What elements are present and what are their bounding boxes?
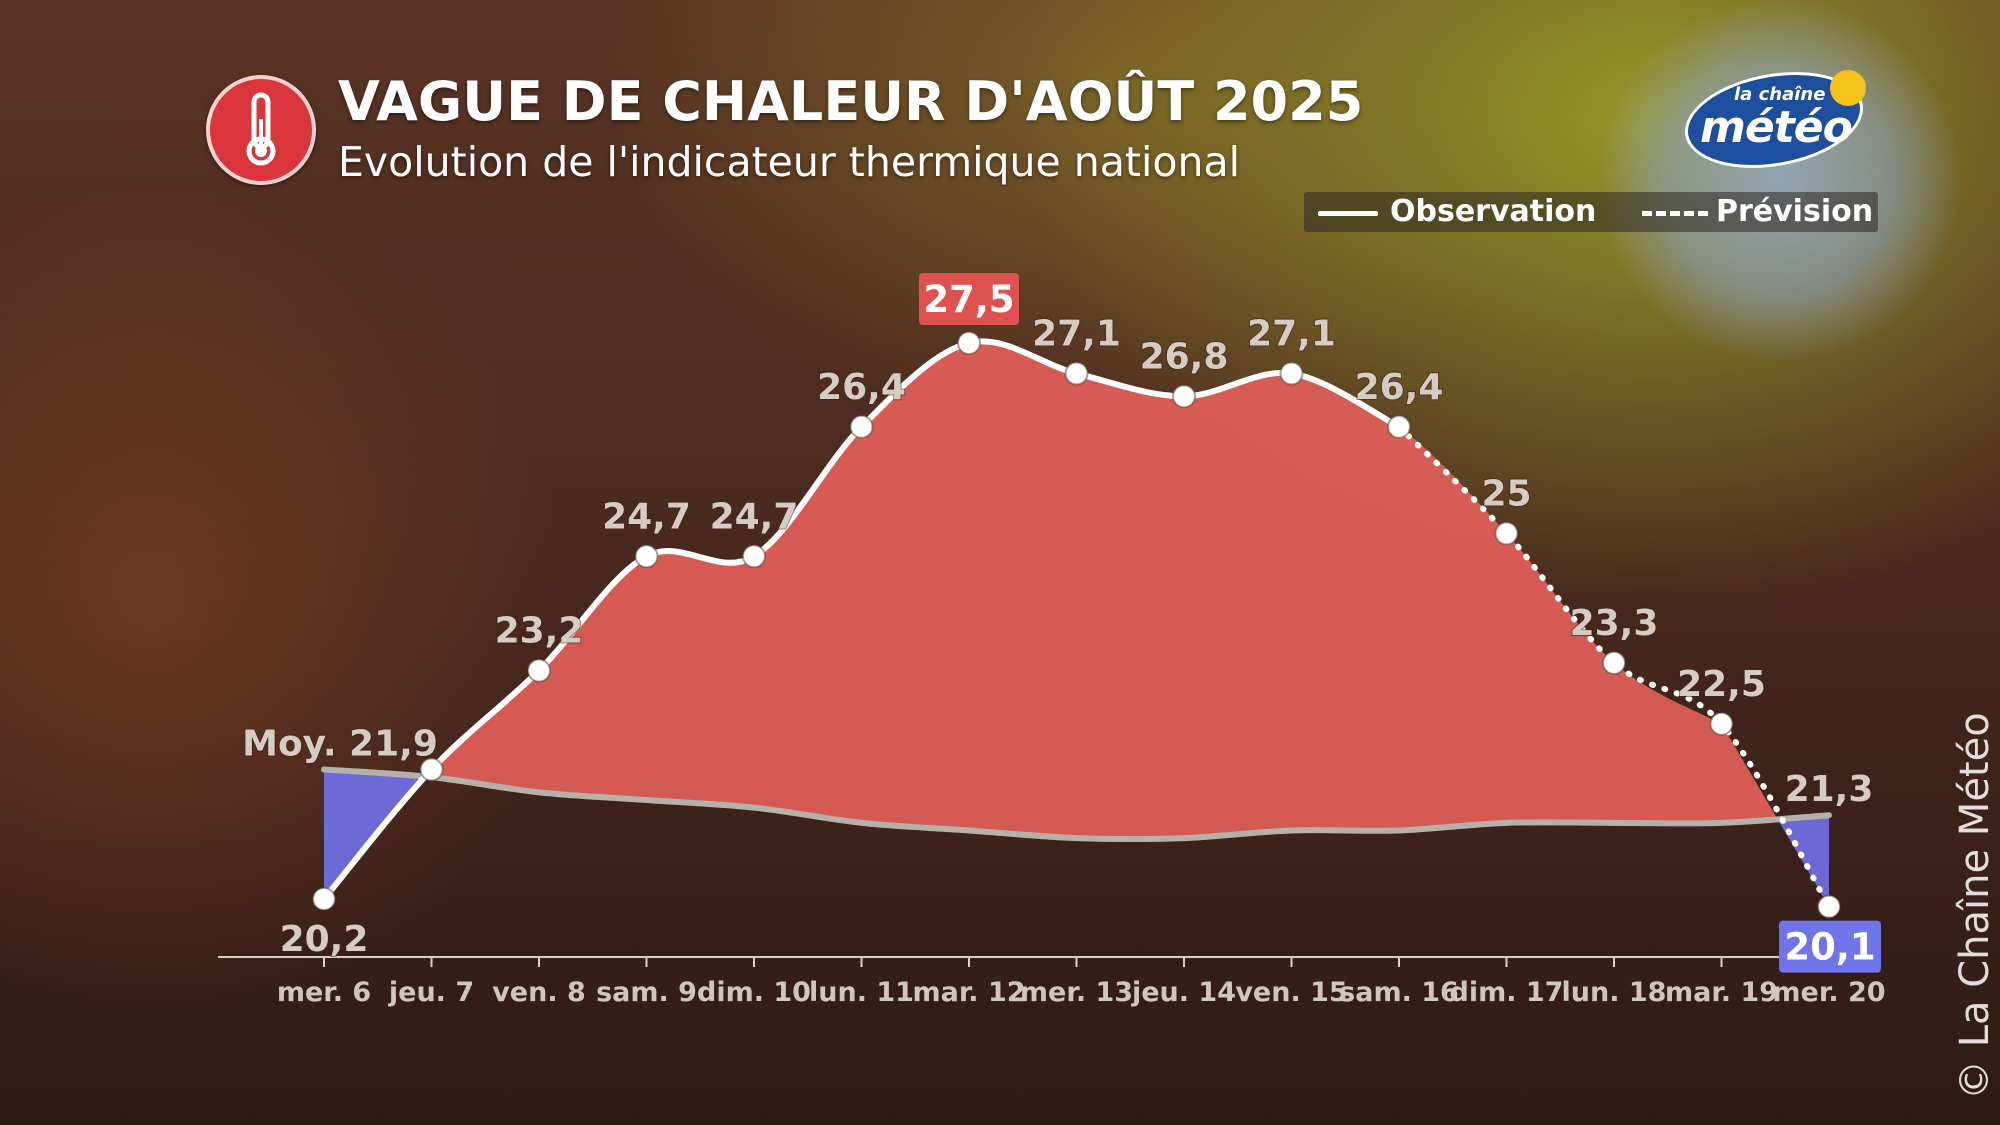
data-point <box>1602 650 1626 675</box>
thermometer-icon <box>206 75 316 185</box>
brand-logo: la chaîne météo <box>1677 59 1871 181</box>
normal-start-label: Moy. 21,9 <box>242 724 438 765</box>
x-tick-label: lun. 18 <box>1562 977 1667 1008</box>
x-tick-label: mar. 12 <box>912 977 1025 1008</box>
x-tick-label: ven. 8 <box>492 977 586 1008</box>
x-tick-label: jeu. 7 <box>388 977 474 1008</box>
max-value-badge <box>919 273 1019 325</box>
data-label: 26,4 <box>1355 367 1444 408</box>
data-point <box>1279 361 1304 386</box>
warm-anomaly-area <box>425 341 1778 840</box>
x-tick-label: mar. 19 <box>1665 977 1778 1008</box>
x-tick-label: mer. 13 <box>1020 977 1133 1008</box>
x-tick-label: mer. 6 <box>277 977 371 1008</box>
chart-title: VAGUE DE CHALEUR D'AOÛT 2025 <box>338 70 1364 133</box>
copyright-text: © La Chaîne Météo <box>1952 712 1998 1100</box>
data-label: 24,7 <box>710 496 799 537</box>
data-label: 26,4 <box>817 367 906 408</box>
data-point <box>849 414 874 439</box>
observation-line <box>321 338 1402 902</box>
data-point <box>527 658 551 683</box>
data-label: 25 <box>1481 473 1531 514</box>
cool-anomaly-area-end <box>1777 815 1829 907</box>
data-label: 24,7 <box>602 496 691 537</box>
legend-observation-label: Observation <box>1390 194 1597 229</box>
legend-observation-swatch <box>1318 211 1378 216</box>
normal-line <box>321 766 1832 843</box>
max-value-label: 27,5 <box>923 278 1014 321</box>
data-point <box>634 544 659 569</box>
x-tick-label: mer. 20 <box>1772 977 1885 1008</box>
data-label: 26,8 <box>1140 336 1229 377</box>
data-point <box>1064 361 1089 386</box>
data-point <box>312 887 336 911</box>
min-value-badge <box>1779 920 1881 973</box>
x-tick-label: ven. 15 <box>1235 977 1347 1008</box>
data-point <box>1494 521 1519 546</box>
background-glow <box>1600 0 1960 360</box>
data-point <box>419 757 444 782</box>
data-label: 23,2 <box>495 611 584 652</box>
legend-prevision-label: Prévision <box>1716 194 1874 229</box>
x-tick-label: sam. 9 <box>596 977 697 1008</box>
normal-end-label: 21,3 <box>1785 769 1874 810</box>
data-point <box>1817 894 1841 919</box>
data-label: 27,1 <box>1247 313 1336 354</box>
x-tick-label: sam. 16 <box>1339 977 1459 1008</box>
chart-legend: Observation Prévision <box>1304 192 1878 232</box>
data-point <box>1709 711 1734 736</box>
data-point <box>1387 414 1411 439</box>
logo-text-top: la chaîne <box>1734 84 1826 105</box>
data-point <box>957 331 981 355</box>
sun-icon <box>1830 70 1866 106</box>
min-value-label: 20,1 <box>1784 926 1875 969</box>
data-label: 27,1 <box>1032 313 1121 354</box>
data-point <box>742 544 766 569</box>
x-tick-label: lun. 11 <box>809 977 914 1008</box>
legend-prevision-swatch <box>1642 211 1708 216</box>
prevision-line <box>1396 423 1832 910</box>
x-tick-label: dim. 17 <box>1450 977 1564 1008</box>
x-tick-label: jeu. 14 <box>1131 977 1236 1008</box>
data-point <box>1172 384 1196 409</box>
data-label: 23,3 <box>1570 603 1659 644</box>
x-tick-label: dim. 10 <box>697 977 811 1008</box>
chart-subtitle: Evolution de l'indicateur thermique nati… <box>338 138 1240 186</box>
data-label: 22,5 <box>1677 664 1766 705</box>
data-label: 20,2 <box>280 919 369 960</box>
logo-text-main: météo <box>1700 102 1853 153</box>
